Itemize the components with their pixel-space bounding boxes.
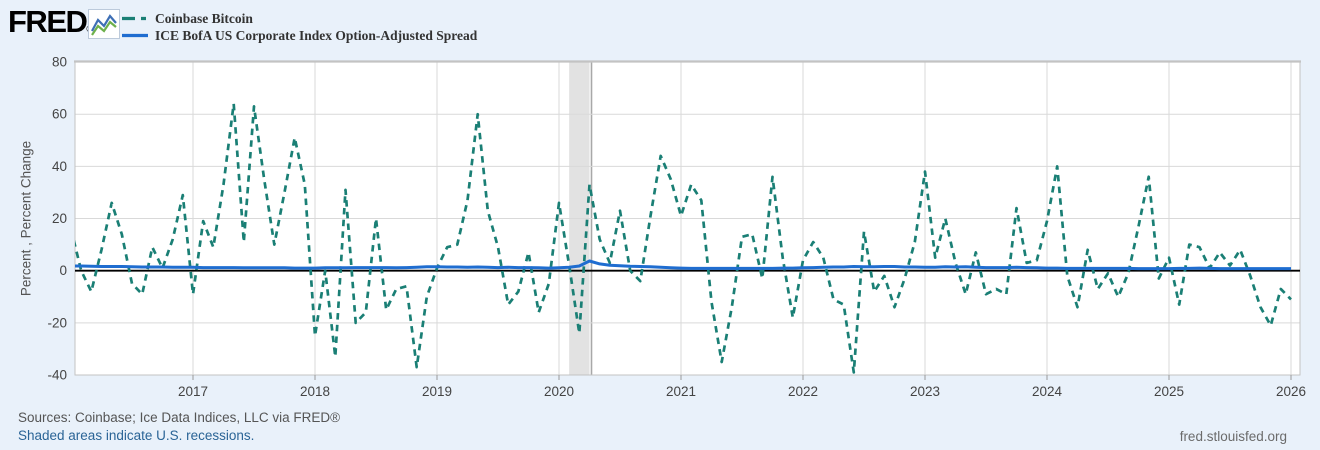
y-tick-label: -20 [47, 315, 67, 330]
x-tick-label: 2026 [1276, 384, 1306, 399]
dashed-line-swatch-icon [122, 16, 148, 21]
x-tick-label: 2024 [1032, 384, 1063, 399]
series-group [75, 102, 1292, 374]
series-line-coinbase-bitcoin [75, 102, 1292, 374]
x-tick-label: 2020 [544, 384, 574, 399]
x-tick-label: 2018 [300, 384, 330, 399]
x-tick-label: 2021 [666, 384, 696, 399]
x-tick-label: 2022 [788, 384, 818, 399]
legend-label: ICE BofA US Corporate Index Option-Adjus… [155, 27, 478, 43]
legend: Coinbase Bitcoin ICE BofA US Corporate I… [122, 10, 477, 44]
y-tick-label: 0 [59, 263, 67, 278]
fred-site-link[interactable]: fred.stlouisfed.org [1179, 429, 1287, 444]
solid-line-swatch-icon [122, 33, 148, 38]
y-tick-label: 20 [52, 211, 67, 226]
recession-note-link[interactable]: Shaded areas indicate U.S. recessions. [18, 428, 255, 443]
legend-label: Coinbase Bitcoin [155, 10, 253, 26]
y-tick-label: 80 [52, 55, 67, 70]
series-line-ice-bofa-us-corporate-index-option-adjusted-spread [75, 259, 1291, 271]
fred-logo-text: FRED [8, 4, 88, 39]
x-tick-label: 2023 [910, 384, 940, 399]
x-tick-label: 2019 [422, 384, 452, 399]
y-tick-label: 60 [52, 107, 67, 122]
fred-line-chart-icon [88, 9, 120, 39]
sources-note: Sources: Coinbase; Ice Data Indices, LLC… [18, 410, 341, 425]
legend-item-coinbase-bitcoin: Coinbase Bitcoin [122, 10, 477, 27]
legend-item-oas: ICE BofA US Corporate Index Option-Adjus… [122, 27, 477, 44]
x-tick-label: 2017 [178, 384, 208, 399]
y-tick-label: 40 [52, 159, 67, 174]
y-tick-label: -40 [47, 368, 67, 383]
x-tick-label: 2025 [1154, 384, 1184, 399]
